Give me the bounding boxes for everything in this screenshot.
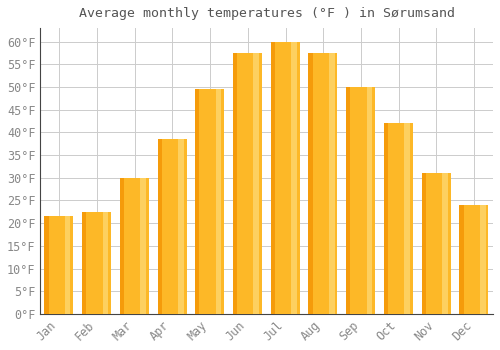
Bar [460, 205, 464, 314]
Bar [384, 123, 388, 314]
Bar [366, 87, 372, 314]
Bar [308, 53, 312, 314]
Bar [82, 212, 86, 314]
Bar [120, 178, 124, 314]
Bar [346, 87, 350, 314]
Bar [196, 89, 224, 314]
Bar [291, 42, 297, 314]
Bar [460, 205, 488, 314]
Bar [347, 87, 375, 314]
Bar [158, 139, 186, 314]
Bar [45, 216, 74, 314]
Bar [140, 178, 146, 314]
Bar [65, 216, 70, 314]
Bar [102, 212, 108, 314]
Bar [442, 173, 448, 314]
Bar [44, 216, 48, 314]
Bar [270, 42, 275, 314]
Bar [233, 53, 237, 314]
Bar [404, 123, 410, 314]
Bar [120, 178, 149, 314]
Bar [216, 89, 222, 314]
Bar [178, 139, 184, 314]
Bar [272, 42, 299, 314]
Bar [195, 89, 200, 314]
Bar [329, 53, 334, 314]
Bar [422, 173, 450, 314]
Title: Average monthly temperatures (°F ) in Sørumsand: Average monthly temperatures (°F ) in Sø… [78, 7, 454, 20]
Bar [83, 212, 111, 314]
Bar [254, 53, 259, 314]
Bar [480, 205, 486, 314]
Bar [234, 53, 262, 314]
Bar [384, 123, 413, 314]
Bar [158, 139, 162, 314]
Bar [422, 173, 426, 314]
Bar [309, 53, 338, 314]
